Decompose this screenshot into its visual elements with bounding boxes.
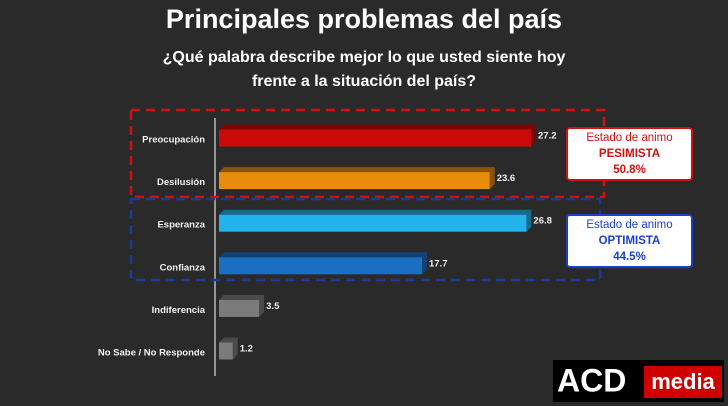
annotation-label: Estado de animo — [586, 132, 672, 144]
value-label: 3.5 — [266, 301, 280, 312]
annotation-share: 44.5% — [613, 251, 646, 263]
value-label: 27.2 — [538, 131, 557, 142]
bar-depth — [219, 124, 536, 147]
category-label: Esperanza — [157, 220, 205, 231]
category-label: Indiferencia — [152, 305, 206, 316]
annotation-label: Estado de animo — [586, 219, 672, 231]
value-label: 26.8 — [533, 216, 552, 227]
bar-depth — [219, 294, 265, 317]
category-label: Preocupación — [142, 135, 205, 146]
logo-right: media — [651, 369, 715, 394]
annotation-box — [566, 127, 693, 181]
chart-subtitle: ¿Qué palabra describe mejor lo que usted… — [162, 49, 566, 90]
value-label: 17.7 — [429, 258, 448, 269]
bar — [219, 257, 423, 275]
chart-title: Principales problemas del país — [165, 4, 563, 34]
logo-red — [644, 366, 722, 398]
bar-depth — [219, 167, 495, 190]
bar — [219, 172, 490, 190]
bar-depth — [219, 337, 238, 360]
bar — [219, 129, 531, 147]
annotation-share: 50.8% — [613, 164, 646, 176]
value-label: 1.2 — [240, 344, 253, 355]
value-label: 23.6 — [497, 173, 516, 184]
bar-depth — [219, 209, 532, 232]
bar-depth — [219, 252, 428, 275]
bar — [219, 299, 260, 317]
bar — [219, 214, 527, 232]
category-label: No Sabe / No Responde — [98, 348, 205, 359]
annotation-state: PESIMISTA — [599, 148, 660, 160]
logo-left: ACD — [557, 362, 626, 398]
annotation-box — [566, 214, 693, 268]
category-label: Desilusión — [157, 177, 205, 188]
group-box — [129, 197, 602, 282]
category-label: Confianza — [160, 262, 206, 273]
annotation-state: OPTIMISTA — [599, 235, 661, 247]
bar — [219, 342, 233, 360]
